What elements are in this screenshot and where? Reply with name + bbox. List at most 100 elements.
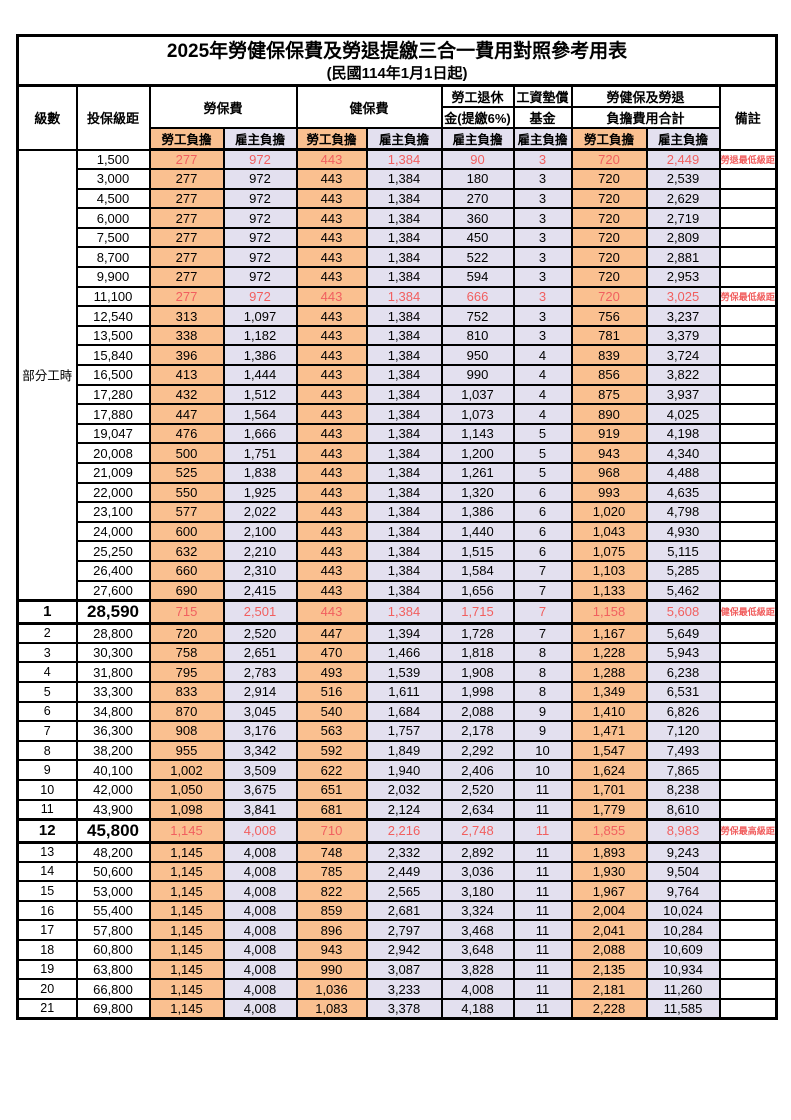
labor-fee-employer-cell: 972 [222,266,298,288]
bracket-cell: 15,840 [75,344,151,367]
wage-fund-employer-cell: 11 [512,778,573,801]
remark-cell [718,899,778,922]
remark-cell [718,207,778,229]
pension-employer-cell: 3,036 [440,860,515,883]
labor-fee-employer-cell: 4,008 [222,880,298,902]
level-cell: 6 [16,700,78,723]
labor-fee-employer-cell: 972 [222,285,298,308]
remark-cell [718,841,778,863]
premium-reference-table: 2025年勞健保保費及勞退提繳三合一費用對照參考用表 (民國114年1月1日起)… [16,34,779,1020]
col-header-wage-fund-line2: 基金 [512,106,573,129]
bracket-cell: 3,000 [75,168,151,190]
pension-employer-cell: 1,728 [440,622,515,644]
remark-cell [718,759,778,781]
wage-fund-employer-cell: 8 [512,661,573,683]
pension-employer-cell: 1,037 [440,383,515,406]
table-row: 25,250 632 2,210 443 1,384 1,515 6 1,075 5,115 [18,540,778,562]
pension-employer-cell: 2,520 [440,778,515,801]
bracket-cell: 22,000 [75,481,151,504]
labor-fee-employee-cell: 396 [148,344,225,367]
title-cell: 2025年勞健保保費及勞退提繳三合一費用對照參考用表 (民國114年1月1日起) [16,34,778,87]
total-employee-cell: 2,135 [570,958,648,981]
health-fee-employee-cell: 447 [295,622,368,644]
pension-employer-cell: 2,292 [440,739,515,762]
labor-fee-employee-cell: 1,145 [148,939,225,961]
pension-employer-cell: 1,515 [440,540,515,562]
health-fee-employer-cell: 2,332 [365,841,443,863]
health-fee-employer-cell: 2,124 [365,798,443,821]
remark-cell [718,579,778,602]
labor-fee-employee-cell: 720 [148,622,225,644]
total-employee-cell: 756 [570,305,648,327]
total-employer-cell: 10,284 [645,919,721,942]
labor-fee-employer-cell: 4,008 [222,817,298,844]
bracket-cell: 27,600 [75,579,151,602]
health-fee-employee-cell: 443 [295,285,368,308]
table-row: 13,500 338 1,182 443 1,384 810 3 781 3,379 [18,324,778,347]
health-fee-employee-cell: 443 [295,422,368,445]
labor-fee-employee-cell: 870 [148,700,225,723]
level-cell: 15 [16,880,78,902]
subheader-labor-employer: 雇主負擔 [222,127,298,151]
labor-fee-employee-cell: 277 [148,207,225,229]
health-fee-employee-cell: 470 [295,641,368,664]
bracket-cell: 25,250 [75,540,151,562]
health-fee-employee-cell: 710 [295,817,368,844]
remark-cell [718,383,778,406]
total-employer-cell: 5,943 [645,641,721,664]
wage-fund-employer-cell: 10 [512,759,573,781]
table-row: 20 66,800 1,145 4,008 1,036 3,233 4,008 11 2,181… [16,978,778,1000]
health-fee-employee-cell: 443 [295,266,368,288]
total-employee-cell: 1,471 [570,720,648,742]
labor-fee-employer-cell: 2,310 [222,559,298,582]
bracket-cell: 8,700 [75,246,151,269]
wage-fund-employer-cell: 11 [512,958,573,981]
total-employer-cell: 9,243 [645,841,721,863]
bracket-cell: 45,800 [75,817,151,844]
total-employee-cell: 1,043 [570,520,648,543]
col-header-total-line1: 勞健保及勞退 [570,84,721,108]
bracket-cell: 20,008 [75,442,151,464]
wage-fund-employer-cell: 4 [512,403,573,425]
labor-fee-employer-cell: 1,666 [222,422,298,445]
wage-fund-employer-cell: 8 [512,641,573,664]
pension-employer-cell: 1,584 [440,559,515,582]
total-employer-cell: 7,493 [645,739,721,762]
bracket-cell: 21,009 [75,462,151,484]
bracket-cell: 17,280 [75,383,151,406]
remark-cell [718,978,778,1000]
total-employer-cell: 4,798 [645,501,721,523]
labor-fee-employee-cell: 277 [148,148,225,171]
pension-employer-cell: 1,386 [440,501,515,523]
labor-fee-employer-cell: 1,751 [222,442,298,464]
pension-employer-cell: 752 [440,305,515,327]
labor-fee-employer-cell: 4,008 [222,997,298,1020]
bracket-cell: 11,100 [75,285,151,308]
table-row: 5 33,300 833 2,914 516 1,611 1,998 8 1,349 6,531 [16,680,778,703]
total-employer-cell: 10,934 [645,958,721,981]
total-employer-cell: 5,285 [645,559,721,582]
pension-employer-cell: 450 [440,226,515,249]
table-row: 4 31,800 795 2,783 493 1,539 1,908 8 1,288 6,238 [16,661,778,683]
health-fee-employer-cell: 1,384 [365,305,443,327]
remark-cell [718,700,778,723]
remark-cell [718,462,778,484]
bracket-cell: 9,900 [75,266,151,288]
total-employee-cell: 720 [570,285,648,308]
total-employee-cell: 2,004 [570,899,648,922]
health-fee-employer-cell: 1,384 [365,422,443,445]
health-fee-employer-cell: 1,384 [365,520,443,543]
health-fee-employer-cell: 1,384 [365,207,443,229]
pension-employer-cell: 950 [440,344,515,367]
wage-fund-employer-cell: 3 [512,305,573,327]
remark-cell: 勞保最高級距 [718,817,778,844]
total-employee-cell: 1,167 [570,622,648,644]
table-row: 20,008 500 1,751 443 1,384 1,200 5 943 4,340 [18,442,778,464]
labor-fee-employer-cell: 2,501 [222,598,298,625]
pension-employer-cell: 1,818 [440,641,515,664]
health-fee-employer-cell: 1,757 [365,720,443,742]
bracket-cell: 53,000 [75,880,151,902]
remark-cell [718,958,778,981]
level-cell: 2 [16,622,78,644]
